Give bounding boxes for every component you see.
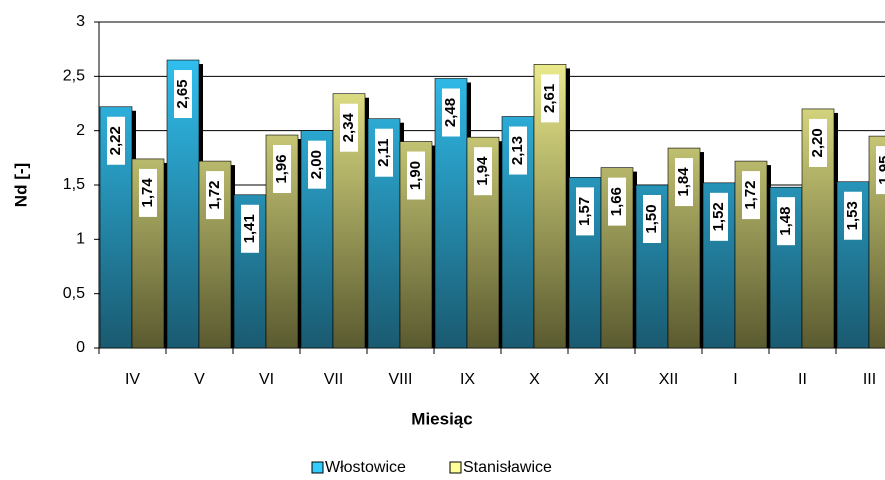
value-label: 1,90	[407, 161, 424, 190]
value-label-box	[809, 118, 827, 167]
value-label: 1,52	[710, 202, 727, 231]
x-tick-label: VIII	[388, 371, 412, 388]
value-label: 1,53	[844, 201, 861, 230]
value-label-box	[844, 191, 862, 240]
y-axis-title: Nd [-]	[11, 163, 30, 207]
value-label-box	[241, 204, 259, 253]
x-tick-label: VI	[259, 371, 274, 388]
value-label-box	[174, 70, 192, 119]
value-label-box	[206, 171, 224, 220]
value-label: 1,96	[273, 154, 290, 183]
x-tick-label: V	[194, 371, 205, 388]
legend-label: Włostowice	[325, 459, 406, 476]
value-label-box	[139, 168, 157, 217]
value-label: 1,72	[206, 180, 223, 209]
value-label: 2,22	[107, 126, 124, 155]
value-label: 2,34	[340, 112, 357, 142]
value-label-box	[107, 116, 125, 165]
x-tick-label: XII	[659, 371, 679, 388]
x-tick-label: III	[863, 371, 876, 388]
x-axis-title: Miesiąc	[411, 409, 472, 428]
value-label-box	[308, 140, 326, 189]
y-tick-label: 2,5	[63, 68, 85, 85]
value-label: 1,41	[241, 214, 258, 243]
x-tick-label: XI	[594, 371, 609, 388]
value-label-box	[710, 192, 728, 241]
value-label: 1,84	[675, 167, 692, 197]
legend-swatch	[449, 461, 462, 474]
legend-label: Stanisławice	[463, 459, 552, 476]
value-label: 2,20	[809, 128, 826, 157]
value-label: 2,61	[541, 84, 558, 113]
value-label: 1,48	[777, 207, 794, 236]
value-label-box	[608, 177, 626, 226]
value-label-box	[876, 146, 885, 195]
value-label-box	[576, 187, 594, 236]
value-label-box	[442, 88, 460, 137]
bar	[501, 116, 535, 349]
value-label-box	[742, 171, 760, 220]
value-label: 1,72	[742, 180, 759, 209]
value-label: 1,74	[139, 178, 156, 208]
x-tick-label: X	[529, 371, 540, 388]
y-tick-label: 0,5	[63, 285, 85, 302]
value-label: 1,94	[474, 156, 491, 186]
value-label-box	[273, 145, 291, 194]
value-label: 2,65	[174, 79, 191, 108]
value-label-box	[675, 158, 693, 207]
value-label: 1,66	[608, 187, 625, 216]
x-tick-label: IX	[460, 371, 475, 388]
value-label: 2,48	[442, 98, 459, 127]
x-tick-label: I	[733, 371, 737, 388]
value-label-box	[375, 128, 393, 177]
y-tick-label: 3	[76, 13, 85, 30]
value-label: 1,95	[876, 155, 885, 184]
value-label: 2,11	[375, 139, 392, 167]
x-tick-label: II	[798, 371, 807, 388]
value-label: 2,13	[509, 136, 526, 165]
value-label-box	[509, 126, 527, 175]
legend-swatch	[311, 461, 324, 474]
value-label-box	[407, 151, 425, 200]
value-label: 1,57	[576, 197, 593, 226]
value-label-box	[777, 197, 795, 246]
y-tick-label: 1,5	[63, 176, 85, 193]
value-label-box	[541, 74, 559, 123]
x-tick-label: IV	[125, 371, 140, 388]
y-tick-label: 1	[76, 231, 85, 248]
y-tick-label: 0	[76, 339, 85, 356]
x-tick-label: VII	[324, 371, 344, 388]
value-label: 2,00	[308, 150, 325, 179]
value-label: 1,50	[643, 204, 660, 233]
value-label-box	[474, 147, 492, 196]
value-label-box	[643, 195, 661, 243]
value-label-box	[340, 103, 358, 152]
y-tick-label: 2	[76, 122, 85, 139]
